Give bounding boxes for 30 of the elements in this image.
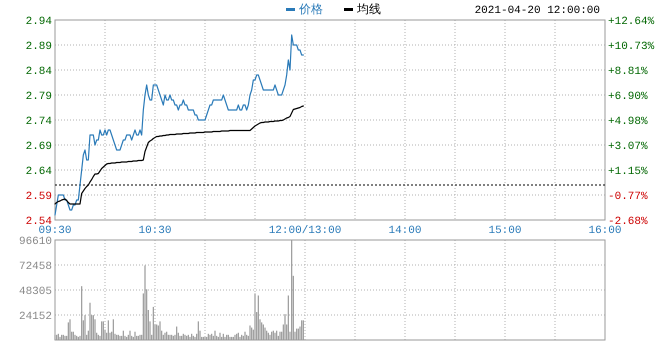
x-tick-label: 12:00/13:00 xyxy=(268,225,342,237)
y-tick-label: 72458 xyxy=(18,261,52,273)
y2-tick-label: +1.15% xyxy=(608,166,648,178)
y2-tick-label: +6.90% xyxy=(608,90,648,103)
y-tick-label: 96610 xyxy=(18,236,52,248)
y2-tick-label: +12.64% xyxy=(608,16,655,28)
y2-tick-label: +3.07% xyxy=(608,140,648,153)
y2-tick-label: +4.98% xyxy=(608,116,648,128)
x-tick-label: 10:30 xyxy=(138,225,172,237)
y2-tick-label: +10.73% xyxy=(608,40,655,53)
line-series xyxy=(54,34,304,216)
y-tick-label: 2.84 xyxy=(26,66,52,78)
y2-tick-label: +8.81% xyxy=(608,66,648,78)
y-tick-label: 48305 xyxy=(18,286,52,298)
text: 2021-04-20 12:00:00 xyxy=(474,5,600,17)
y2-tick-label: -0.77% xyxy=(608,191,648,204)
y-tick-label: 2.69 xyxy=(26,141,52,153)
y-tick-label: 2.79 xyxy=(26,91,52,103)
x-tick-label: 15:00 xyxy=(488,225,522,237)
y-tick-label: 2.74 xyxy=(26,116,52,128)
y-tick-label: 2.94 xyxy=(26,16,52,28)
y-tick-label: 2.89 xyxy=(26,41,52,53)
x-tick-label: 14:00 xyxy=(388,225,422,237)
legend-label: 价格 xyxy=(298,2,323,16)
y-tick-label: 2.59 xyxy=(26,191,52,203)
legend-label: 均线 xyxy=(356,2,381,16)
x-tick-label: 09:30 xyxy=(38,225,72,237)
y-tick-label: 2.64 xyxy=(26,166,52,178)
y-tick-label: 24152 xyxy=(18,311,52,323)
x-tick-label: 16:00 xyxy=(588,225,622,237)
